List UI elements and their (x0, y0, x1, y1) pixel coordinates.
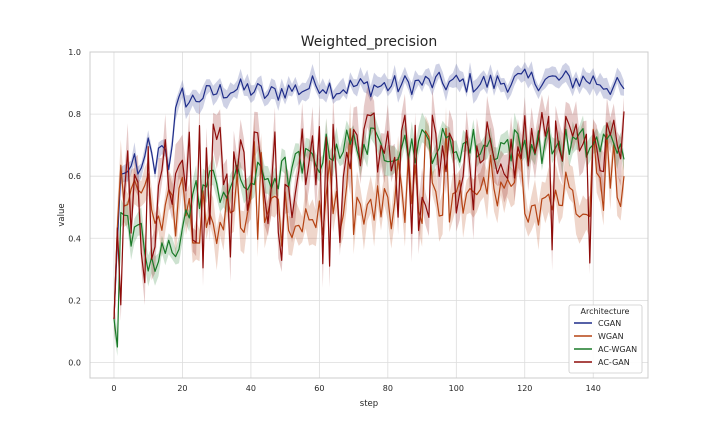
x-tick-label: 80 (383, 384, 393, 393)
x-tick-label: 0 (111, 384, 116, 393)
y-tick-label: 0.8 (68, 110, 81, 119)
chart-title: Weighted_precision (301, 34, 437, 50)
series-line-wgan (113, 127, 625, 320)
legend-label-cgan: CGAN (598, 319, 621, 328)
legend-label-ac-gan: AC-GAN (598, 358, 630, 367)
y-axis-label: value (57, 203, 67, 226)
series-line-cgan (113, 68, 625, 320)
y-tick-labels: 0.0 0.2 0.4 0.6 0.8 1.0 (68, 48, 81, 367)
y-tick-label: 0.2 (68, 296, 81, 305)
series-line-ac-gan (113, 111, 625, 320)
x-tick-label: 60 (314, 384, 324, 393)
legend-box (568, 304, 643, 374)
series-lines (113, 68, 625, 348)
x-tick-label: 20 (177, 384, 187, 393)
x-tick-label: 100 (449, 384, 464, 393)
band-ac-wgan (114, 111, 624, 357)
x-tick-labels: 0 20 40 60 80 100 120 140 (111, 384, 600, 393)
plot-frame (89, 51, 649, 379)
y-tick-label: 0.4 (68, 234, 81, 243)
y-tick-label: 0.0 (68, 358, 81, 367)
y-tick-label: 1.0 (68, 48, 81, 57)
legend-label-wgan: WGAN (598, 332, 624, 341)
x-tick-label: 140 (586, 384, 601, 393)
legend-label-ac-wgan: AC-WGAN (598, 345, 637, 354)
x-tick-label: 120 (517, 384, 532, 393)
y-tick-label: 0.6 (68, 172, 81, 181)
legend-title: Architecture (581, 307, 630, 316)
x-tick-label: 40 (246, 384, 256, 393)
band-ac-gan (114, 86, 624, 340)
legend: Architecture CGAN WGAN AC-WGAN AC-GAN (568, 304, 643, 374)
x-axis-label: step (360, 399, 378, 409)
